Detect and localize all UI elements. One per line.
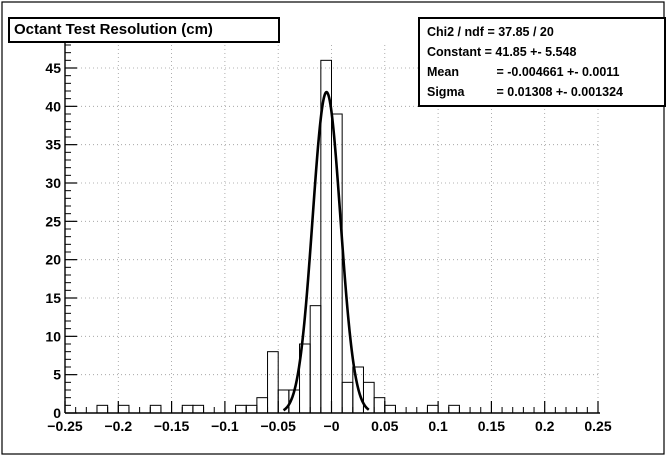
stat-chi2-value: = 37.85 / 20 <box>487 25 554 39</box>
stat-sigma-label: Sigma <box>427 85 465 99</box>
histogram-bin <box>117 404 130 414</box>
fit-stats-box: Chi2 / ndf = 37.85 / 20 Constant = 41.85… <box>418 17 666 107</box>
y-tick-label: 5 <box>53 367 61 383</box>
histogram-bin <box>341 381 354 414</box>
stat-mean-label: Mean <box>427 65 459 79</box>
histogram-bin <box>245 404 258 414</box>
x-tick-label: −0.05 <box>260 418 296 434</box>
x-tick-label: −0 <box>324 418 340 434</box>
gaussian-fit <box>282 90 370 412</box>
x-tick-label: −0.1 <box>211 418 239 434</box>
stat-constant: Constant = 41.85 +- 5.548 <box>427 42 664 62</box>
y-tick-label: 35 <box>45 137 61 153</box>
chart-title: Octant Test Resolution (cm) <box>8 17 280 43</box>
fit-curve <box>282 90 370 412</box>
x-axis: −0.25 −0.2 −0.15 −0.1 −0.05 −0 0.05 0.1 0.15 0.2 0… <box>47 401 612 434</box>
x-tick-label: 0.15 <box>478 418 505 434</box>
stat-mean-value: = -0.004661 +- 0.0011 <box>496 65 620 79</box>
histogram-bin <box>96 404 109 414</box>
x-tick-label: 0.2 <box>535 418 555 434</box>
histogram-bin <box>149 404 162 414</box>
x-tick-label: −0.2 <box>104 418 132 434</box>
histogram-bin <box>373 397 386 414</box>
histogram-bin <box>426 404 439 414</box>
y-tick-label: 10 <box>45 328 61 344</box>
x-tick-label: 0.05 <box>371 418 398 434</box>
stat-sigma-value: = 0.01308 +- 0.001324 <box>496 85 623 99</box>
histogram-bin <box>192 404 205 414</box>
x-tick-label: 0.1 <box>428 418 448 434</box>
y-tick-label: 40 <box>45 98 61 114</box>
stat-chi2: Chi2 / ndf = 37.85 / 20 <box>427 22 664 42</box>
y-tick-label: 25 <box>45 213 61 229</box>
stat-chi2-label: Chi2 / ndf <box>427 25 484 39</box>
x-tick-label: −0.25 <box>47 418 83 434</box>
histogram-bin <box>256 397 269 414</box>
histogram-bin <box>384 404 396 414</box>
stat-constant-label: Constant <box>427 45 482 59</box>
histogram-bin <box>181 404 194 414</box>
y-tick-label: 20 <box>45 252 61 268</box>
y-tick-label: 0 <box>53 405 61 421</box>
y-axis: 0 5 10 15 20 25 30 35 40 45 <box>45 40 77 421</box>
y-tick-label: 15 <box>45 290 61 306</box>
y-tick-label: 30 <box>45 175 61 191</box>
x-tick-label: 0.25 <box>584 418 611 434</box>
stat-sigma: Sigma = 0.01308 +- 0.001324 <box>427 82 664 102</box>
stat-constant-value: = 41.85 +- 5.548 <box>484 45 577 59</box>
stat-mean: Mean = -0.004661 +- 0.0011 <box>427 62 664 82</box>
histogram-bin <box>267 351 279 414</box>
histogram-bin <box>235 404 247 414</box>
histogram-bin <box>448 404 460 414</box>
histogram-bin <box>309 305 322 414</box>
x-tick-label: −0.15 <box>154 418 190 434</box>
y-tick-label: 45 <box>45 60 61 76</box>
